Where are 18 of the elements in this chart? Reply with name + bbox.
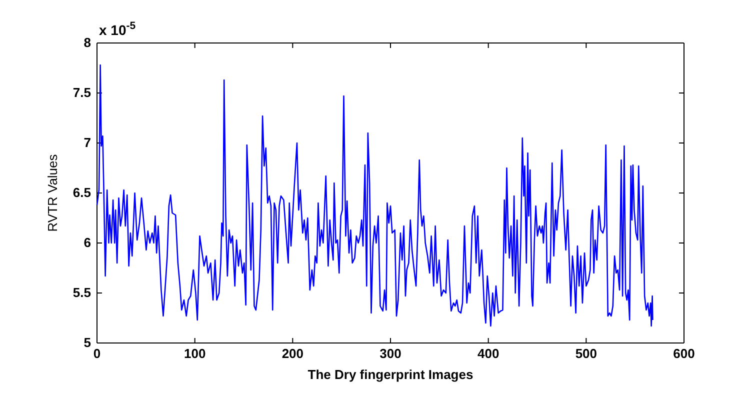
x-tick-label: 600	[673, 346, 695, 362]
x-tick-label: 0	[93, 346, 101, 362]
y-tick-label: 5.5	[72, 285, 91, 300]
text: x 10$^{-5}$	[99, 20, 136, 38]
x-tick-label: 100	[184, 346, 206, 362]
y-tick-label: 7	[84, 135, 91, 150]
line-series	[96, 64, 654, 327]
y-tick-label: 5	[84, 335, 91, 350]
y-tick-label: 6.5	[72, 185, 91, 200]
x-axis-title: The Dry fingerprint Images	[308, 367, 474, 382]
x-tick-label: 500	[575, 346, 598, 362]
x-tick-label: 300	[380, 346, 402, 362]
x-tick-label: 200	[282, 346, 304, 362]
x-tick-label: 400	[477, 346, 500, 362]
y-tick-label: 7.5	[72, 85, 91, 100]
y-tick-label: 6	[84, 235, 91, 250]
y-axis-title: RVTR Values	[45, 154, 60, 232]
y-tick-label: 8	[84, 35, 91, 50]
